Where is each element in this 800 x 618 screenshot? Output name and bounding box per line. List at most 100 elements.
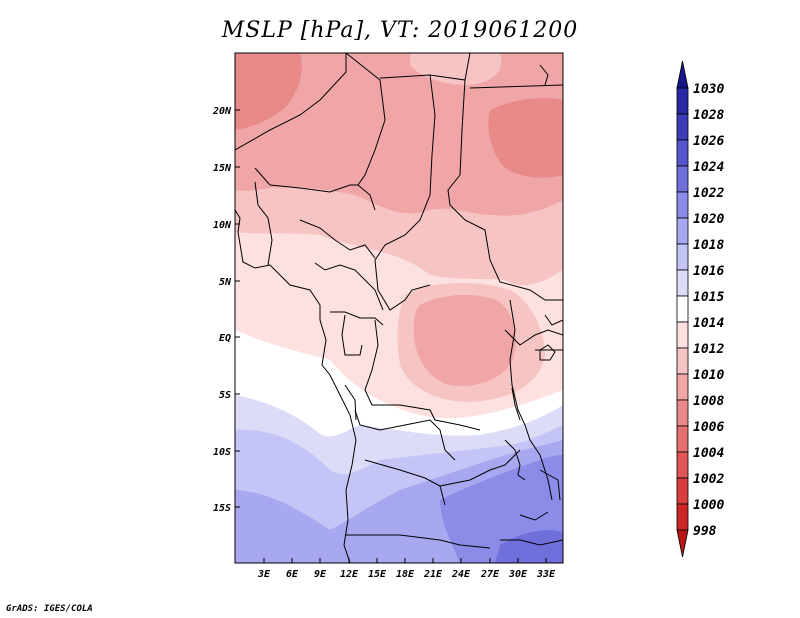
colorbar-segment xyxy=(676,165,689,193)
lon-label: 30E xyxy=(508,569,528,580)
colorbar-label: 1026 xyxy=(693,134,724,149)
border-6 xyxy=(374,74,436,311)
colorbar-segment xyxy=(676,451,689,479)
colorbar-label: 998 xyxy=(693,524,717,539)
colorbar-segment xyxy=(676,217,689,245)
grads-credit: GrADS: IGES/COLA xyxy=(6,604,93,614)
lat-label: EQ xyxy=(219,333,231,344)
field-1010-congo xyxy=(413,294,516,386)
border-17 xyxy=(439,449,521,487)
field-1024 xyxy=(495,530,563,563)
colorbar-segment xyxy=(676,347,689,375)
colorbar-segment xyxy=(676,425,689,453)
lat-label: 15N xyxy=(213,163,232,174)
lon-label: 21E xyxy=(423,569,443,580)
colorbar-label: 1016 xyxy=(693,264,724,279)
colorbar-segment xyxy=(676,243,689,271)
colorbar-segment xyxy=(676,295,689,323)
colorbar-segment xyxy=(676,191,689,219)
colorbar-label: 1000 xyxy=(693,498,724,513)
colorbar-label: 1022 xyxy=(693,186,724,201)
border-19 xyxy=(504,329,563,346)
pressure-field xyxy=(235,53,563,563)
colorbar-label: 1006 xyxy=(693,420,724,435)
lon-label: 3E xyxy=(257,569,271,580)
colorbar-label: 1008 xyxy=(693,394,724,409)
longitude-axis: 3E 6E 9E 12E 15E 18E 21E 24E 27E 30E 33E xyxy=(257,558,556,580)
lon-label: 24E xyxy=(451,569,471,580)
colorbar-label: 1015 xyxy=(693,290,724,305)
border-12 xyxy=(341,314,363,356)
border-4 xyxy=(469,84,563,89)
colorbar-segment xyxy=(676,399,689,427)
border-3 xyxy=(379,53,471,81)
lat-label: 5S xyxy=(219,390,231,401)
lake-victoria xyxy=(539,344,556,361)
colorbar-bottom-arrow xyxy=(676,529,689,558)
colorbar-label: 1012 xyxy=(693,342,724,357)
colorbar-label: 1030 xyxy=(693,82,724,97)
colorbar: 1030 1028 1026 1024 1022 1020 1018 1016 1015 1014… xyxy=(676,60,724,558)
border-15 xyxy=(364,459,446,506)
border-14 xyxy=(354,409,456,461)
field-1012-ne-top xyxy=(410,53,502,85)
colorbar-label: 1014 xyxy=(693,316,724,331)
colorbar-segment xyxy=(676,503,689,531)
field-1008-ne xyxy=(488,98,563,178)
colorbar-label: 1002 xyxy=(693,472,724,487)
colorbar-segment xyxy=(676,269,689,297)
colorbar-segment xyxy=(676,87,689,115)
west-coastline xyxy=(235,209,357,563)
border-11 xyxy=(330,311,384,326)
colorbar-segment xyxy=(676,139,689,167)
lon-label: 9E xyxy=(314,569,327,580)
lat-label: 5N xyxy=(219,277,232,288)
colorbar-label: 1004 xyxy=(693,446,724,461)
border-7 xyxy=(254,167,358,193)
lat-label: 15S xyxy=(213,503,231,514)
colorbar-label: 1024 xyxy=(693,160,724,175)
lon-label: 12E xyxy=(340,569,359,580)
border-5 xyxy=(447,79,563,301)
colorbar-segment xyxy=(676,477,689,505)
border-21 xyxy=(544,314,563,326)
nile-stroke xyxy=(539,64,549,86)
latitude-axis: 20N 15N 10N 5N EQ 5S 10S 15S xyxy=(212,106,240,514)
lat-label: 20N xyxy=(212,106,232,117)
border-26 xyxy=(344,384,357,421)
lon-label: 27E xyxy=(480,569,500,580)
border-13 xyxy=(364,319,481,431)
lake-tanganyika xyxy=(511,387,521,421)
lat-label: 10N xyxy=(213,220,232,231)
border-25 xyxy=(500,539,563,546)
borders-coastlines xyxy=(235,53,563,563)
lat-label: 10S xyxy=(213,447,231,458)
colorbar-label: 1018 xyxy=(693,238,724,253)
lon-label: 6E xyxy=(286,569,299,580)
field-1008-nw xyxy=(235,53,302,130)
map-title: MSLP [hPa], VT: 2019061200 xyxy=(221,18,579,43)
field-1010-north xyxy=(235,53,563,216)
border-8 xyxy=(254,181,273,266)
map-frame xyxy=(234,52,564,564)
border-18 xyxy=(509,299,553,501)
border-10 xyxy=(314,262,384,311)
border-16 xyxy=(345,534,491,549)
colorbar-label: 1028 xyxy=(693,108,724,123)
colorbar-segment xyxy=(676,113,689,141)
border-2 xyxy=(235,53,347,151)
lon-label: 33E xyxy=(536,569,556,580)
border-24 xyxy=(519,511,549,521)
border-22 xyxy=(504,439,526,481)
border-23 xyxy=(539,469,561,501)
border-1 xyxy=(345,53,386,211)
colorbar-label: 1010 xyxy=(693,368,724,383)
border-9 xyxy=(299,219,376,259)
colorbar-top-arrow xyxy=(676,60,689,89)
lon-label: 18E xyxy=(396,569,415,580)
colorbar-segment xyxy=(676,321,689,349)
colorbar-label: 1020 xyxy=(693,212,724,227)
colorbar-segment xyxy=(676,373,689,401)
lon-label: 15E xyxy=(368,569,387,580)
